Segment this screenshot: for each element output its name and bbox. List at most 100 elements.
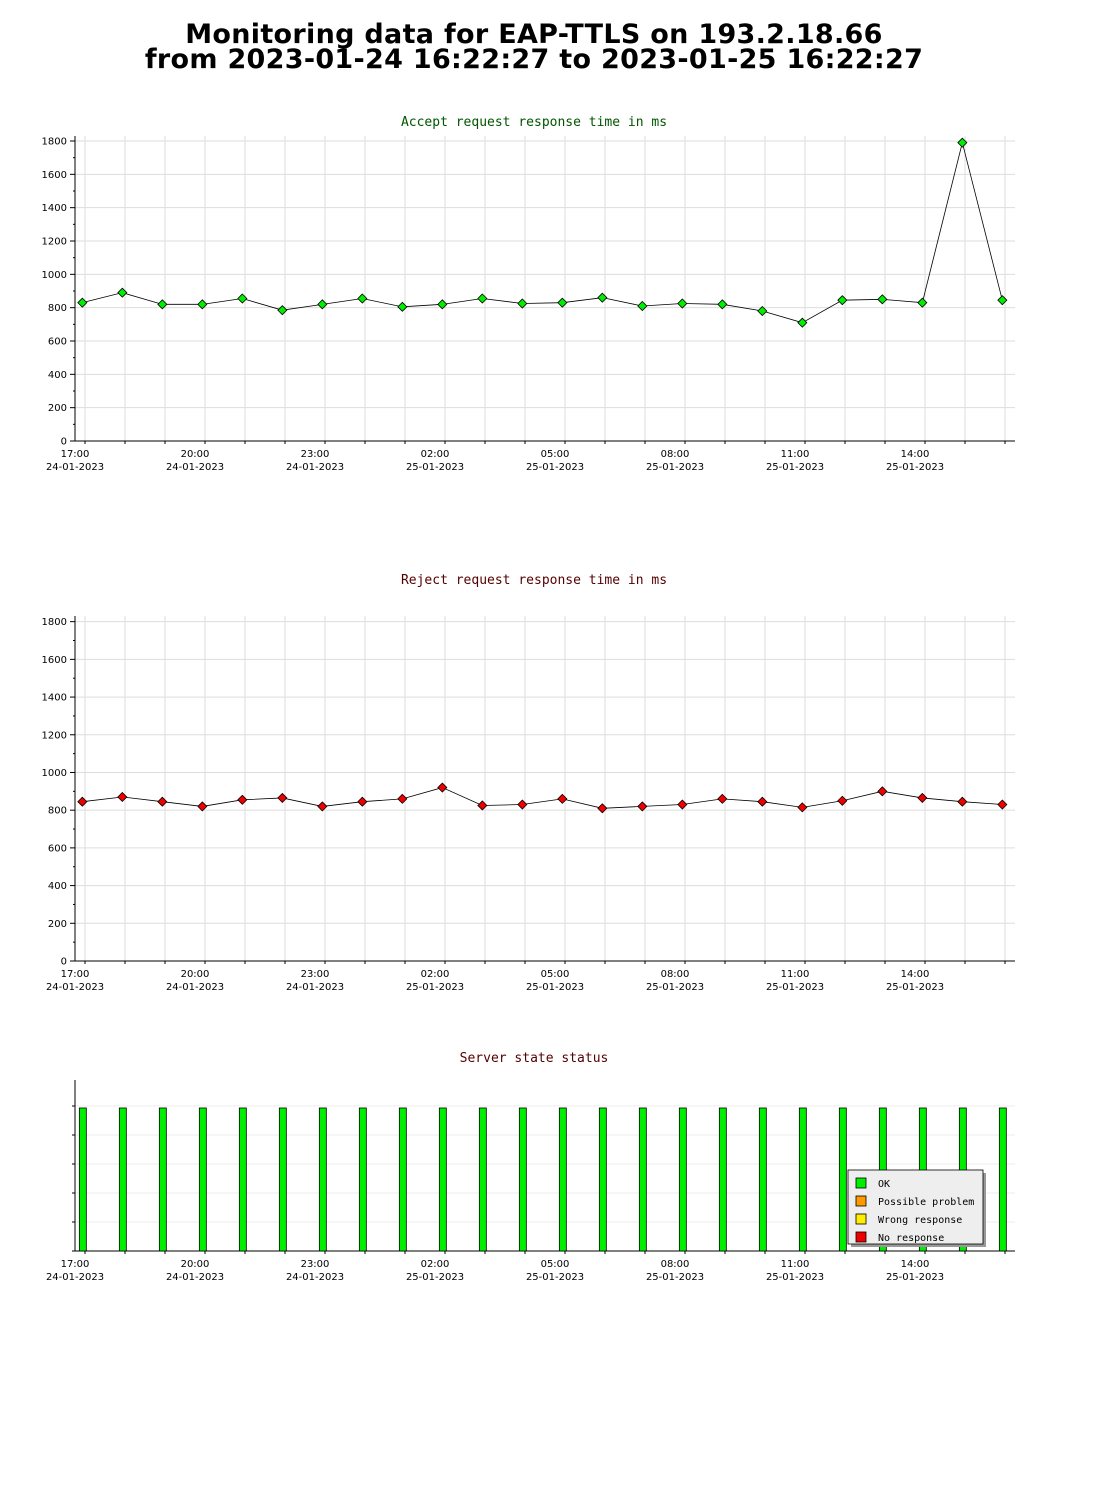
x-tick-label-time: 08:00 (661, 449, 690, 460)
status-bar (598, 1107, 607, 1252)
x-tick-label-date: 24-01-2023 (286, 982, 344, 993)
x-tick-label-time: 02:00 (421, 969, 450, 980)
data-point (557, 297, 568, 308)
x-tick-label-date: 24-01-2023 (166, 982, 224, 993)
status-bar (398, 1107, 407, 1252)
data-point (957, 796, 968, 807)
x-tick-label-time: 11:00 (781, 449, 810, 460)
y-tick-label: 1600 (42, 170, 67, 181)
y-tick-label: 400 (48, 370, 67, 381)
status-bar (558, 1107, 567, 1252)
x-tick-label-time: 23:00 (301, 1259, 330, 1270)
data-point (397, 301, 408, 312)
data-point (757, 305, 768, 317)
data-point (197, 299, 208, 310)
y-tick-label: 200 (48, 403, 67, 414)
x-tick-label-date: 24-01-2023 (166, 1272, 224, 1283)
data-point (357, 796, 368, 807)
page-title: Monitoring data for EAP-TTLS on 193.2.18… (0, 21, 1068, 75)
x-tick-label-time: 11:00 (781, 1259, 810, 1270)
y-tick-label: 0 (61, 957, 67, 968)
x-tick-label-date: 24-01-2023 (166, 462, 224, 473)
y-tick-label: 0 (61, 437, 67, 448)
series-line (82, 787, 1003, 809)
status-bar (198, 1107, 207, 1252)
x-tick-label-date: 25-01-2023 (886, 982, 944, 993)
x-tick-label-date: 24-01-2023 (286, 1272, 344, 1283)
legend-swatch (855, 1213, 867, 1225)
x-tick-label-time: 23:00 (301, 969, 330, 980)
status-bar (798, 1107, 807, 1252)
data-point (117, 287, 128, 298)
status-bar (718, 1107, 727, 1252)
data-point (597, 292, 608, 303)
x-tick-label-date: 25-01-2023 (406, 982, 464, 993)
data-point (877, 786, 888, 797)
x-tick-label-time: 20:00 (181, 1259, 210, 1270)
data-point (437, 782, 448, 793)
data-point (517, 298, 528, 309)
status-bar (758, 1107, 767, 1252)
y-tick-label: 1200 (42, 730, 67, 741)
x-tick-label-time: 05:00 (541, 969, 570, 980)
y-tick-label: 1200 (42, 237, 67, 248)
data-point (797, 317, 808, 328)
chart-title: Accept request response time in ms (401, 115, 667, 130)
data-point (717, 793, 728, 804)
x-tick-label-time: 20:00 (181, 449, 210, 460)
status-bar (638, 1107, 647, 1252)
data-point (797, 802, 808, 813)
x-tick-label-time: 02:00 (421, 449, 450, 460)
data-point (517, 799, 528, 810)
y-tick-label: 600 (48, 337, 67, 348)
data-point (277, 305, 288, 316)
status-bar (158, 1107, 167, 1252)
legend-label: Wrong response (878, 1215, 962, 1226)
x-tick-label-time: 05:00 (541, 1259, 570, 1270)
chart-title: Server state status (460, 1051, 609, 1066)
y-tick-label: 400 (48, 881, 67, 892)
status-bar (478, 1107, 487, 1252)
legend-label: No response (878, 1233, 944, 1244)
data-point (877, 294, 888, 305)
status-bar (78, 1107, 87, 1252)
data-point (997, 799, 1008, 810)
data-point (557, 793, 568, 804)
x-tick-label-date: 25-01-2023 (766, 982, 824, 993)
x-tick-label-date: 25-01-2023 (646, 982, 704, 993)
status-bar (998, 1107, 1007, 1252)
x-tick-label-time: 20:00 (181, 969, 210, 980)
data-point (837, 295, 848, 306)
x-tick-label-date: 24-01-2023 (46, 462, 104, 473)
x-tick-label-date: 24-01-2023 (46, 1272, 104, 1283)
x-tick-label-date: 25-01-2023 (886, 462, 944, 473)
x-tick-label-time: 23:00 (301, 449, 330, 460)
series-line (82, 142, 1003, 324)
data-point (77, 796, 88, 807)
data-point (357, 293, 368, 304)
data-point (397, 793, 408, 804)
legend-box (847, 1169, 984, 1245)
status-bar (118, 1107, 127, 1252)
x-tick-label-time: 14:00 (901, 969, 930, 980)
server-status-chart: Server state status 17:00 24-01-2023 20:00 2… (46, 1051, 1015, 1283)
legend-swatch (855, 1195, 867, 1207)
x-tick-label-time: 08:00 (661, 969, 690, 980)
x-tick-label-date: 25-01-2023 (406, 1272, 464, 1283)
x-tick-label-date: 25-01-2023 (886, 1272, 944, 1283)
x-tick-label-date: 25-01-2023 (526, 1272, 584, 1283)
legend-label: OK (878, 1179, 890, 1190)
data-point (277, 792, 288, 803)
status-bar (278, 1107, 287, 1252)
data-point (757, 796, 768, 807)
status-bar (838, 1107, 847, 1252)
data-point (477, 293, 488, 304)
y-tick-label: 1000 (42, 270, 67, 281)
status-bar (318, 1107, 327, 1252)
data-point (837, 795, 848, 806)
y-tick-label: 600 (48, 843, 67, 854)
x-tick-label-time: 17:00 (61, 449, 90, 460)
y-tick-label: 1000 (42, 768, 67, 779)
legend-swatch (855, 1177, 867, 1189)
page-title-line2: from 2023-01-24 16:22:27 to 2023-01-25 1… (144, 44, 924, 75)
